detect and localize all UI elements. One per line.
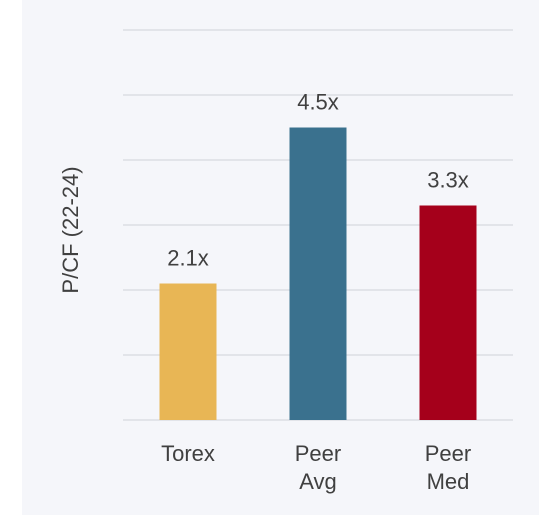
chart: P/CF (22-24) 2.1x 4.5x 3.3x xyxy=(58,29,513,421)
bar xyxy=(159,283,217,420)
bar xyxy=(289,127,347,420)
x-tick-label: Peer Med xyxy=(424,441,472,494)
value-label: 4.5x xyxy=(297,89,339,114)
y-axis-label: P/CF (22-24) xyxy=(58,166,83,293)
value-label: 2.1x xyxy=(167,245,209,270)
value-label: 3.3x xyxy=(427,167,469,192)
chart-area: P/CF (22-24) 2.1x 4.5x 3.3x Torex Peer Avg P… xyxy=(22,0,539,515)
x-tick-label: Torex xyxy=(161,441,215,466)
x-tick-label: Peer Avg xyxy=(294,441,342,494)
bar xyxy=(419,205,477,420)
